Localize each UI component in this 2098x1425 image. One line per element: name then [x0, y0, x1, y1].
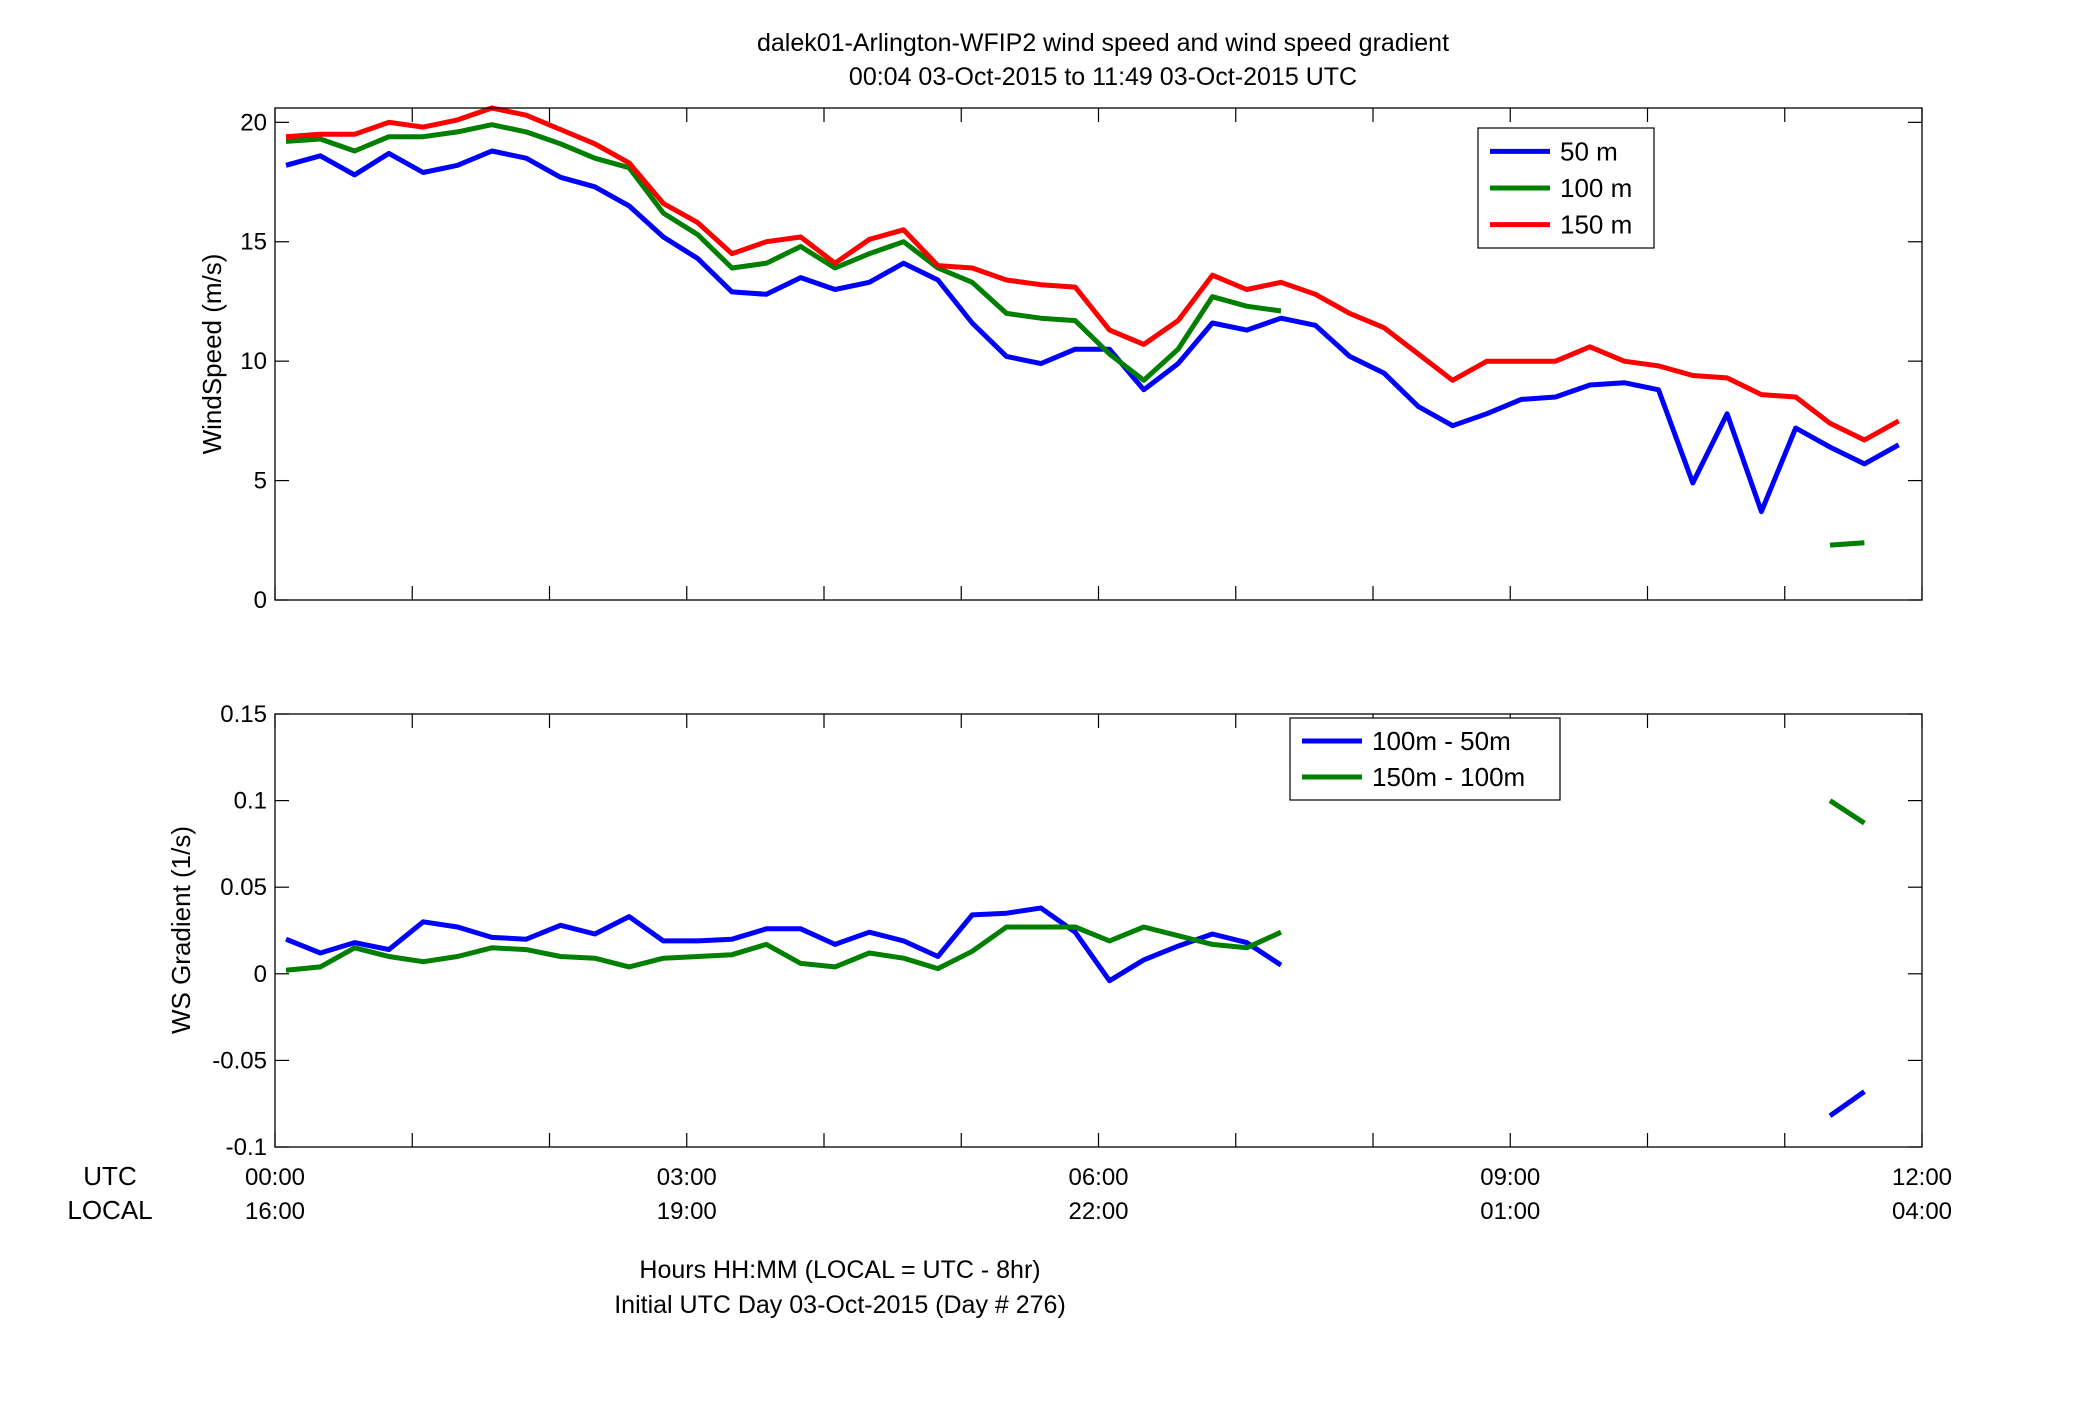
y-tick-label: 0.1 — [234, 788, 267, 815]
legend-entry-label: 150m - 100m — [1372, 762, 1525, 792]
y-tick-label: -0.1 — [226, 1134, 267, 1161]
series-line-150m-100m-segment-0 — [285, 924, 1283, 973]
y-tick-label: 0.05 — [220, 874, 267, 901]
windspeed-plot-frame — [274, 107, 1923, 601]
series-line-100m-50m-segment-0 — [285, 905, 1283, 984]
utc-row-label: UTC — [83, 1161, 136, 1191]
series-line-150m-100m-segment-1 — [1828, 798, 1866, 826]
legend-entry-label: 100 m — [1560, 173, 1632, 203]
y-tick-label: 10 — [240, 348, 267, 375]
x-tick-label-local: 04:00 — [1892, 1198, 1952, 1225]
local-row-label: LOCAL — [67, 1195, 152, 1225]
legend-entry-label: 150 m — [1560, 210, 1632, 240]
x-tick-label-utc: 00:00 — [245, 1164, 305, 1191]
gradient-series-group — [285, 798, 1866, 1118]
y-tick-label: 0 — [254, 587, 267, 614]
x-axis-tick-labels: 00:00 16:00 03:00 19:00 06:00 22:00 09:00 01:00… — [245, 1164, 1952, 1225]
y-tick-label: 0 — [254, 961, 267, 988]
figure-title: dalek01-Arlington-WFIP2 wind speed and w… — [757, 29, 1449, 57]
y-tick-label: 20 — [240, 109, 267, 136]
x-tick-label-utc: 06:00 — [1068, 1164, 1128, 1191]
x-tick-label-local: 01:00 — [1480, 1198, 1540, 1225]
windspeed-axes: 0 5 10 15 20 WindSpeed (m/s) 50 m 100 m 150 m — [197, 105, 1923, 614]
series-line-150-m-segment-0 — [285, 105, 1900, 443]
x-tick-label-utc: 12:00 — [1892, 1164, 1952, 1191]
y-tick-label: 0.15 — [220, 701, 267, 728]
series-line-100m-50m-segment-1 — [1828, 1089, 1866, 1118]
x-tick-label-utc: 03:00 — [657, 1164, 717, 1191]
windspeed-series-group — [285, 105, 1900, 548]
gradient-y-axis-label: WS Gradient (1/s) — [166, 826, 196, 1034]
x-tick-label-utc: 09:00 — [1480, 1164, 1540, 1191]
y-tick-label: -0.05 — [212, 1047, 267, 1074]
series-line-100-m-segment-1 — [1829, 540, 1865, 548]
figure-subtitle: 00:04 03-Oct-2015 to 11:49 03-Oct-2015 U… — [849, 63, 1357, 91]
legend-entry-label: 100m - 50m — [1372, 726, 1511, 756]
gradient-plot-frame — [274, 713, 1923, 1148]
gradient-legend: 100m - 50m 150m - 100m — [1289, 717, 1561, 801]
series-line-50-m-segment-0 — [285, 148, 1900, 515]
x-tick-label-local: 22:00 — [1068, 1198, 1128, 1225]
x-tick-label-local: 16:00 — [245, 1198, 305, 1225]
windspeed-y-axis-label: WindSpeed (m/s) — [197, 254, 227, 455]
legend-entry-label: 50 m — [1560, 136, 1618, 166]
series-line-100-m-segment-0 — [285, 122, 1282, 383]
x-tick-label-local: 19:00 — [657, 1198, 717, 1225]
windspeed-legend: 50 m 100 m 150 m — [1477, 127, 1655, 249]
y-tick-label: 5 — [254, 468, 267, 495]
x-axis-label: Hours HH:MM (LOCAL = UTC - 8hr) — [639, 1256, 1040, 1284]
legend-box — [1289, 717, 1561, 801]
y-tick-label: 15 — [240, 229, 267, 256]
initial-day-note: Initial UTC Day 03-Oct-2015 (Day # 276) — [614, 1291, 1066, 1319]
